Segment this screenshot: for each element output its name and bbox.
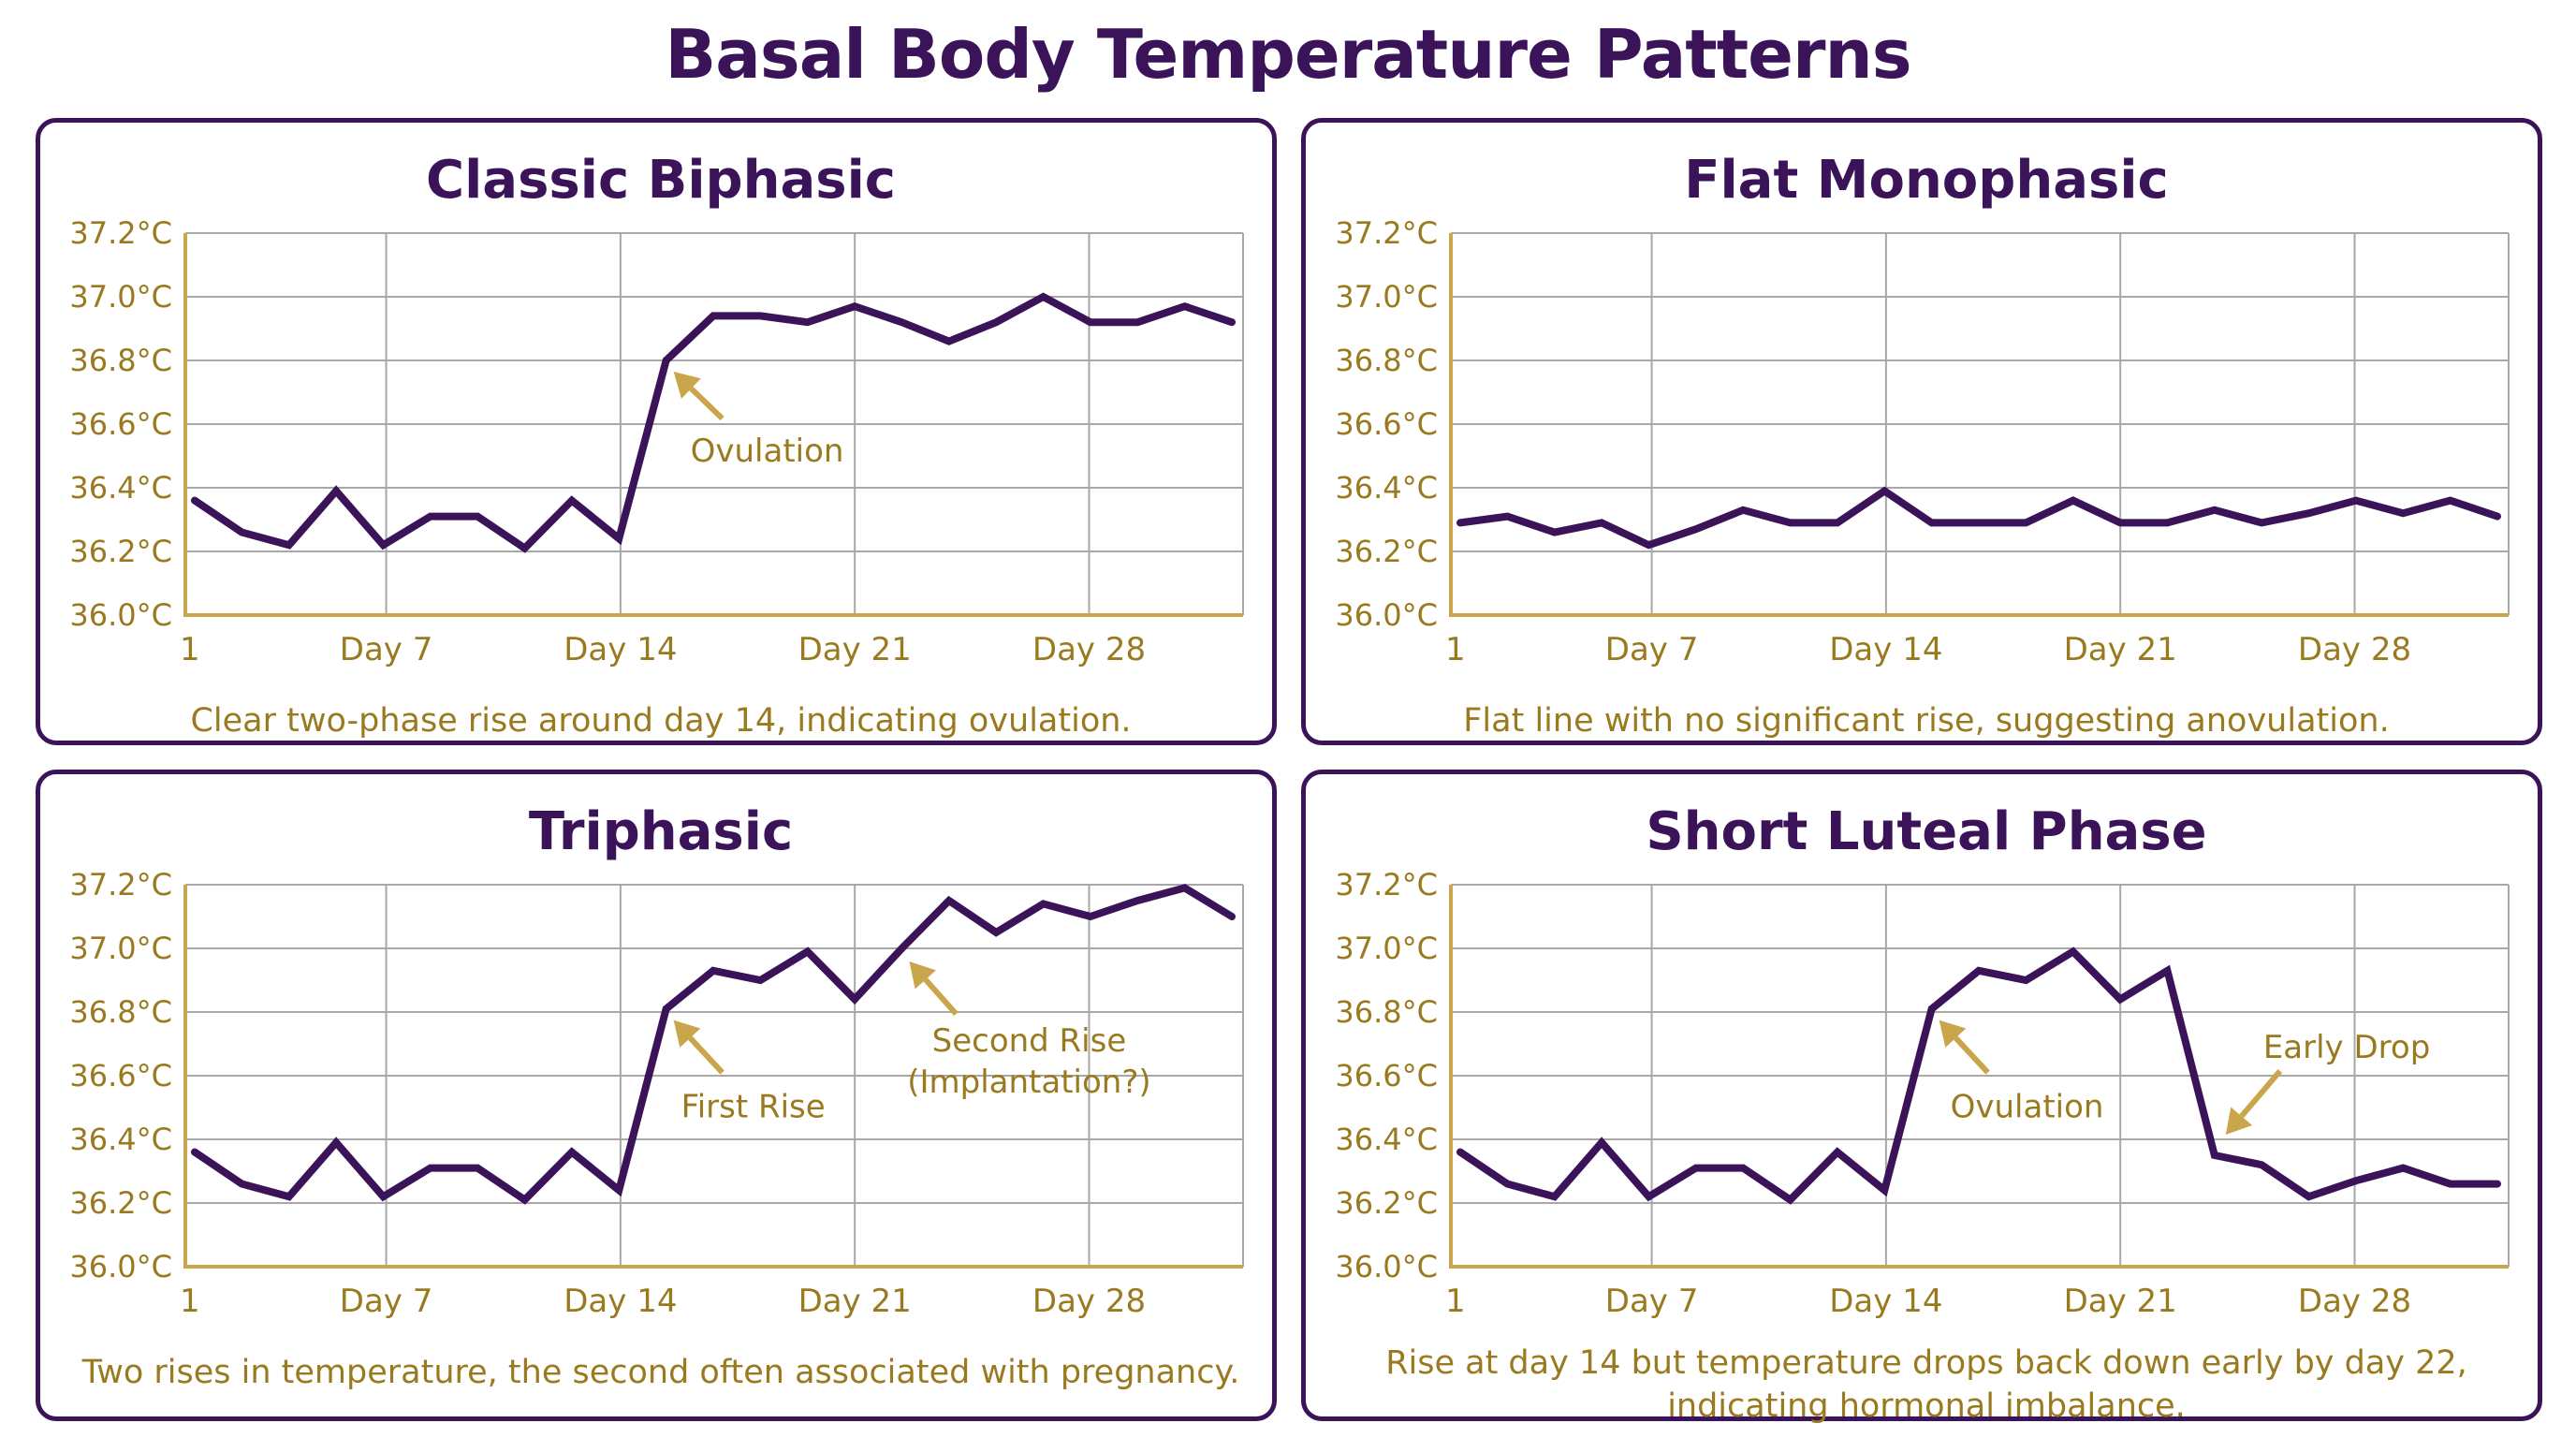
x-tick-label: 1 xyxy=(180,1283,200,1320)
y-tick-label: 36.4°C xyxy=(1335,470,1438,506)
y-tick-label: 36.4°C xyxy=(69,1122,172,1157)
chart-title: Flat Monophasic xyxy=(1684,150,2169,211)
x-tick-label: Day 14 xyxy=(564,631,677,668)
series-line xyxy=(191,884,1236,1205)
y-tick-label: 36.0°C xyxy=(1335,1249,1438,1284)
y-tick-label: 36.8°C xyxy=(69,343,172,378)
x-tick-label: Day 7 xyxy=(340,631,433,668)
y-tick-label: 37.0°C xyxy=(69,931,172,966)
y-tick-label: 36.6°C xyxy=(69,406,172,442)
second-rise-arrow xyxy=(909,961,959,1016)
x-tick-label: Day 28 xyxy=(1032,631,1146,668)
x-tick-label: 1 xyxy=(1445,631,1466,668)
chart-caption: Two rises in temperature, the second oft… xyxy=(81,1354,1240,1391)
series-line xyxy=(191,292,1236,553)
annotation-label: Ovulation xyxy=(1951,1089,2104,1126)
chart-panel-flat-monophasic: Flat Monophasic 36.0°C 36.2°C 36.4°C 36.6°C 3… xyxy=(1301,118,2542,745)
y-tick-label: 37.0°C xyxy=(69,279,172,315)
x-tick-label: Day 14 xyxy=(564,1283,677,1320)
y-tick-label: 36.2°C xyxy=(69,534,172,569)
annotation-label: Ovulation xyxy=(691,433,844,470)
chart-caption: Clear two-phase rise around day 14, indi… xyxy=(190,702,1131,740)
x-tick-label: Day 7 xyxy=(1605,631,1699,668)
y-tick-label: 36.2°C xyxy=(1335,534,1438,569)
chart-panel-short-luteal-phase: Short Luteal Phase 36.0°C 36.2°C 36.4°C 36.6… xyxy=(1301,770,2542,1425)
x-tick-label: Day 28 xyxy=(1032,1283,1146,1320)
chart-title: Triphasic xyxy=(529,801,793,862)
y-tick-label: 36.6°C xyxy=(1335,406,1438,442)
y-tick-label: 37.0°C xyxy=(1335,931,1438,966)
series-line xyxy=(1456,946,2501,1205)
y-tick-label: 36.4°C xyxy=(69,470,172,506)
y-tick-label: 37.2°C xyxy=(69,867,172,902)
chart-svg: Flat Monophasic 36.0°C 36.2°C 36.4°C 36.6°C 3… xyxy=(1335,150,2510,740)
annotation-label: (Implantation?) xyxy=(907,1064,1150,1101)
y-tick-label: 36.6°C xyxy=(1335,1058,1438,1093)
y-tick-label: 36.0°C xyxy=(1335,597,1438,633)
ovulation-arrow xyxy=(1939,1020,1990,1075)
first-rise-arrow xyxy=(673,1020,724,1075)
chart-svg: Triphasic 36.0°C 36.2°C 36.4°C 36.6°C 36.8°C 3… xyxy=(69,801,1244,1391)
chart-title: Classic Biphasic xyxy=(426,150,896,211)
y-tick-label: 37.2°C xyxy=(1335,867,1438,902)
chart-caption: Rise at day 14 but temperature drops bac… xyxy=(1385,1344,2467,1382)
chart-title: Short Luteal Phase xyxy=(1646,801,2206,862)
x-tick-label: Day 21 xyxy=(798,1283,912,1320)
chart-panel-triphasic: Triphasic 36.0°C 36.2°C 36.4°C 36.6°C 36.8°C 3… xyxy=(36,770,1277,1421)
x-tick-label: Day 21 xyxy=(2064,631,2177,668)
x-tick-label: Day 21 xyxy=(798,631,912,668)
y-tick-label: 36.8°C xyxy=(1335,994,1438,1030)
y-tick-label: 37.0°C xyxy=(1335,279,1438,315)
y-tick-label: 36.2°C xyxy=(1335,1185,1438,1221)
series-line xyxy=(1456,486,2501,550)
x-tick-label: 1 xyxy=(1445,1283,1466,1320)
early-drop-arrow xyxy=(2225,1069,2283,1135)
x-tick-label: Day 28 xyxy=(2298,631,2411,668)
y-tick-label: 36.2°C xyxy=(69,1185,172,1221)
x-tick-label: Day 7 xyxy=(340,1283,433,1320)
chart-caption: Flat line with no significant rise, sugg… xyxy=(1463,702,2389,740)
y-tick-label: 37.2°C xyxy=(69,215,172,251)
annotation-label: Early Drop xyxy=(2263,1029,2430,1066)
page-title: Basal Body Temperature Patterns xyxy=(665,15,1911,94)
x-tick-label: Day 14 xyxy=(1829,1283,1942,1320)
ovulation-arrow xyxy=(673,372,724,421)
x-tick-label: 1 xyxy=(180,631,200,668)
annotation-label: Second Rise xyxy=(932,1022,1127,1060)
chart-caption: indicating hormonal imbalance. xyxy=(1667,1387,2186,1425)
chart-panel-classic-biphasic: Classic Biphasic 36.0°C 36.2°C 36.4°C 36.6°C… xyxy=(36,118,1277,745)
y-tick-label: 37.2°C xyxy=(1335,215,1438,251)
y-tick-label: 36.0°C xyxy=(69,597,172,633)
chart-svg: Short Luteal Phase 36.0°C 36.2°C 36.4°C 36.6… xyxy=(1335,801,2510,1425)
y-tick-label: 36.4°C xyxy=(1335,1122,1438,1157)
chart-svg: Classic Biphasic 36.0°C 36.2°C 36.4°C 36.6°C… xyxy=(69,150,1244,740)
x-tick-label: Day 28 xyxy=(2298,1283,2411,1320)
x-tick-label: Day 7 xyxy=(1605,1283,1699,1320)
x-tick-label: Day 14 xyxy=(1829,631,1942,668)
y-tick-label: 36.8°C xyxy=(69,994,172,1030)
y-tick-label: 36.6°C xyxy=(69,1058,172,1093)
y-tick-label: 36.8°C xyxy=(1335,343,1438,378)
x-tick-label: Day 21 xyxy=(2064,1283,2177,1320)
y-tick-label: 36.0°C xyxy=(69,1249,172,1284)
annotation-label: First Rise xyxy=(681,1089,826,1126)
